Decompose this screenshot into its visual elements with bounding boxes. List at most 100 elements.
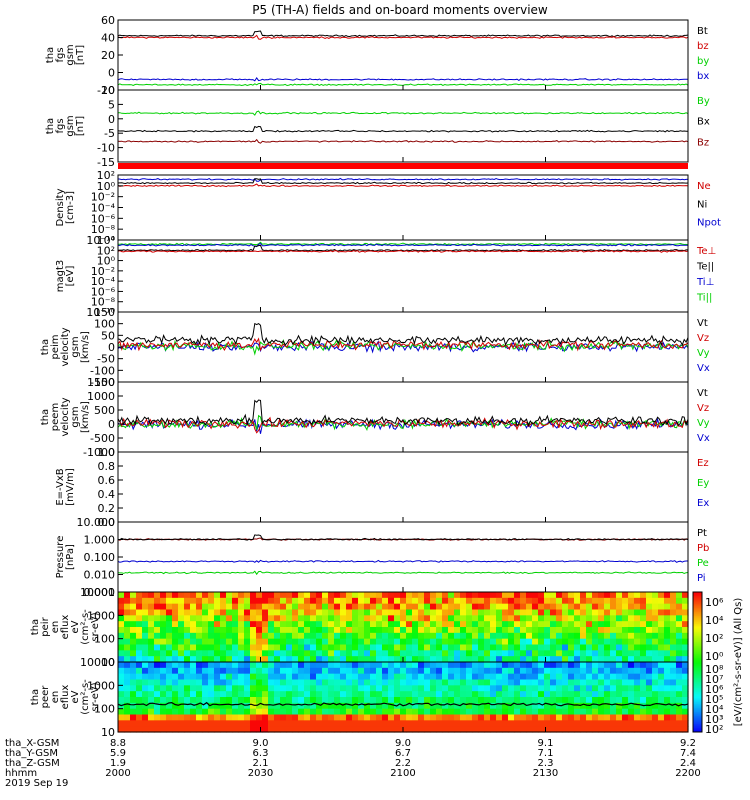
spectrogram-cell xyxy=(268,685,275,692)
spectrogram-cell xyxy=(676,621,683,628)
spectrogram-cell xyxy=(304,644,311,651)
spectrogram-cell xyxy=(190,702,197,710)
spectrogram-cell xyxy=(220,708,227,716)
spectrogram-cell xyxy=(628,638,635,646)
spectrogram-cell xyxy=(628,679,635,686)
spectrogram-cell xyxy=(448,627,455,634)
spectrogram-cell xyxy=(160,650,167,657)
spectrogram-cell xyxy=(400,644,407,651)
spectrogram-cell xyxy=(136,627,143,634)
colorbar-swatch xyxy=(693,700,702,703)
spectrogram-cell xyxy=(292,621,299,628)
spectrogram-cell xyxy=(562,726,569,733)
spectrogram-cell xyxy=(184,621,191,628)
spectrogram-cell xyxy=(196,650,203,657)
spectrogram-cell xyxy=(166,650,173,657)
spectrogram-cell xyxy=(274,632,281,640)
spectrogram-cell xyxy=(430,627,437,634)
spectrogram-cell xyxy=(412,632,419,640)
spectrogram-cell xyxy=(364,644,371,651)
spectrogram-cell xyxy=(160,691,167,698)
colorbar-swatch xyxy=(693,634,702,637)
spectrogram-cell xyxy=(532,679,539,686)
spectrogram-cell xyxy=(610,597,617,605)
spectrogram-cell xyxy=(148,644,155,651)
spectrogram-cell xyxy=(370,615,377,622)
spectrogram-cell xyxy=(424,603,431,611)
spectrogram-cell xyxy=(292,597,299,605)
legend-entry: Vz xyxy=(697,333,709,344)
spectrogram-cell xyxy=(604,679,611,686)
spectrogram-cell xyxy=(484,691,491,698)
spectrogram-cell xyxy=(220,720,227,727)
spectrogram-cell xyxy=(274,627,281,634)
spectrogram-cell xyxy=(640,644,647,651)
spectrogram-cell xyxy=(190,708,197,716)
spectrogram-cell xyxy=(352,603,359,611)
spectrogram-cell xyxy=(190,714,197,721)
spectrogram-cell xyxy=(208,638,215,646)
spectrogram-cell xyxy=(610,667,617,675)
spectrogram-cell xyxy=(214,726,221,733)
spectrogram-cell xyxy=(622,702,629,710)
legend-entry: Npot xyxy=(697,218,721,229)
spectrogram-cell xyxy=(124,685,131,692)
spectrogram-cell xyxy=(544,685,551,692)
spectrogram-cell xyxy=(358,714,365,721)
y-tick-label: 10000 xyxy=(80,586,115,599)
spectrogram-cell xyxy=(442,685,449,692)
spectrogram-cell xyxy=(262,702,269,710)
spectrogram-cell xyxy=(388,650,395,657)
spectrogram-cell xyxy=(142,644,149,651)
spectrogram-cell xyxy=(484,679,491,686)
spectrogram-cell xyxy=(502,726,509,733)
spectrogram-cell xyxy=(514,603,521,611)
spectrogram-cell xyxy=(310,597,317,605)
spectrogram-cell xyxy=(226,673,233,681)
spectrogram-cell xyxy=(586,697,593,704)
spectrogram-cell xyxy=(118,708,125,716)
y-axis-label: E=-VxB xyxy=(55,468,66,505)
spectrogram-cell xyxy=(466,597,473,605)
spectrogram-cell xyxy=(532,691,539,698)
spectrogram-cell xyxy=(328,667,335,675)
spectrogram-cell xyxy=(562,644,569,651)
spectrogram-cell xyxy=(412,691,419,698)
spectrogram-cell xyxy=(538,650,545,657)
spectrogram-cell xyxy=(244,667,251,675)
spectrogram-cell xyxy=(310,662,317,669)
spectrogram-cell xyxy=(466,615,473,622)
spectrogram-cell xyxy=(382,609,389,616)
spectrogram-cell xyxy=(322,691,329,698)
spectrogram-cell xyxy=(532,667,539,675)
spectrogram-cell xyxy=(358,656,365,663)
spectrogram-cell xyxy=(496,644,503,651)
spectrogram-cell xyxy=(178,697,185,704)
spectrogram-cell xyxy=(400,714,407,721)
spectrogram-cell xyxy=(496,714,503,721)
spectrogram-cell xyxy=(400,697,407,704)
spectrogram-cell xyxy=(436,714,443,721)
spectrogram-cell xyxy=(208,609,215,616)
spectrogram-cell xyxy=(256,679,263,686)
spectrogram-cell xyxy=(466,603,473,611)
spectrogram-cell xyxy=(154,697,161,704)
spectrogram-cell xyxy=(148,667,155,675)
spectrogram-cell xyxy=(676,632,683,640)
spectrogram-cell xyxy=(550,603,557,611)
spectrogram-cell xyxy=(250,638,257,646)
spectrogram-cell xyxy=(490,697,497,704)
spectrogram-cell xyxy=(424,615,431,622)
spectrogram-cell xyxy=(358,621,365,628)
spectrogram-cell xyxy=(130,621,137,628)
spectrogram-cell xyxy=(364,697,371,704)
spectrogram-cell xyxy=(310,632,317,640)
spectrogram-cell xyxy=(316,708,323,716)
spectrogram-cell xyxy=(658,627,665,634)
spectrogram-cell xyxy=(118,621,125,628)
spectrogram-cell xyxy=(658,679,665,686)
spectrogram-cell xyxy=(598,702,605,710)
spectrogram-cell xyxy=(412,592,419,599)
spectrogram-cell xyxy=(130,667,137,675)
spectrogram-cell xyxy=(310,720,317,727)
